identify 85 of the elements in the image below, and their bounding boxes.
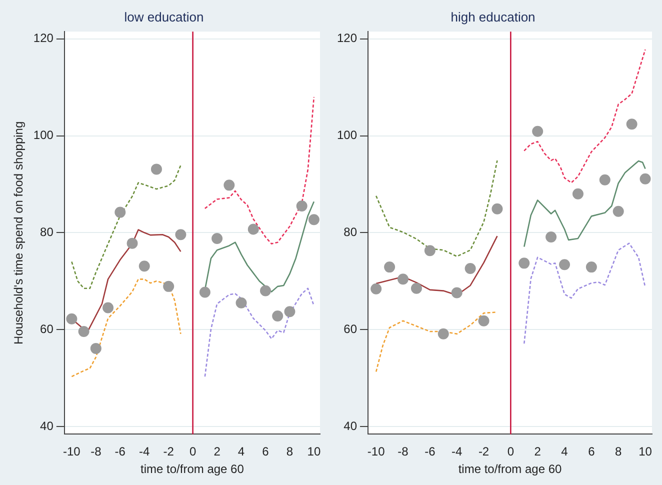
line-series bbox=[71, 278, 182, 378]
point bbox=[612, 206, 624, 217]
point bbox=[626, 118, 638, 130]
point bbox=[438, 328, 449, 340]
point bbox=[212, 232, 223, 244]
point bbox=[175, 229, 186, 240]
x-tick-label: -4 bbox=[452, 444, 463, 459]
point bbox=[102, 302, 114, 314]
x-tick-label: -2 bbox=[163, 444, 174, 459]
x-tick-label: 4 bbox=[238, 444, 245, 459]
point bbox=[90, 342, 102, 354]
point bbox=[384, 262, 396, 273]
x-tick-label: 2 bbox=[214, 444, 221, 459]
point bbox=[559, 259, 570, 270]
point bbox=[260, 285, 271, 296]
point bbox=[518, 258, 530, 269]
line-series bbox=[523, 48, 646, 184]
x-tick-label: -10 bbox=[63, 444, 81, 459]
line-series bbox=[71, 164, 182, 290]
point bbox=[370, 283, 382, 294]
x-tick-label: 8 bbox=[286, 444, 294, 459]
x-tick-label: 10 bbox=[307, 444, 321, 459]
point bbox=[586, 262, 597, 273]
point bbox=[126, 238, 138, 249]
line-series bbox=[375, 311, 498, 372]
point bbox=[464, 263, 476, 274]
x-tick-label: 8 bbox=[615, 444, 622, 459]
point bbox=[572, 188, 584, 200]
point bbox=[284, 306, 296, 318]
point bbox=[236, 297, 247, 308]
point bbox=[640, 173, 651, 184]
x-tick-label: 6 bbox=[588, 444, 596, 459]
point bbox=[163, 280, 174, 292]
x-axis-title: time to/from age 60 bbox=[458, 462, 562, 476]
y-tick-label: 40 bbox=[344, 418, 358, 433]
point bbox=[150, 164, 162, 175]
x-tick-label: 10 bbox=[638, 444, 652, 459]
line-series bbox=[204, 96, 315, 244]
x-tick-label: -4 bbox=[139, 444, 150, 459]
y-tick-label: 120 bbox=[336, 31, 358, 46]
x-tick-label: 4 bbox=[561, 444, 568, 459]
point bbox=[599, 174, 610, 186]
point bbox=[296, 200, 308, 212]
x-axis-title: time to/from age 60 bbox=[140, 462, 244, 476]
point bbox=[78, 326, 90, 337]
x-tick-label: -8 bbox=[90, 444, 102, 459]
y-tick-label: 40 bbox=[40, 418, 54, 433]
point bbox=[199, 286, 210, 298]
point bbox=[492, 203, 503, 214]
x-tick-label: 0 bbox=[189, 444, 196, 459]
point bbox=[546, 232, 557, 243]
chart-title: high education bbox=[450, 9, 536, 24]
point bbox=[248, 224, 259, 235]
point bbox=[138, 260, 150, 272]
point bbox=[66, 313, 78, 324]
point bbox=[424, 245, 436, 256]
y-tick-label: 80 bbox=[40, 224, 54, 239]
point bbox=[398, 274, 409, 285]
point bbox=[410, 282, 422, 294]
point bbox=[532, 126, 544, 137]
x-tick-label: -6 bbox=[424, 444, 436, 459]
x-tick-label: -8 bbox=[398, 444, 409, 459]
x-tick-label: -2 bbox=[478, 444, 490, 459]
y-tick-label: 60 bbox=[344, 322, 358, 336]
x-tick-label: 2 bbox=[534, 444, 542, 459]
line-series bbox=[375, 160, 498, 258]
point bbox=[478, 315, 490, 326]
point bbox=[114, 206, 126, 218]
y-tick-label: 60 bbox=[40, 322, 54, 336]
y-tick-label: 120 bbox=[33, 31, 54, 46]
point bbox=[451, 287, 462, 298]
chart-title: low education bbox=[124, 9, 204, 24]
point bbox=[308, 214, 320, 226]
x-tick-label: -10 bbox=[367, 444, 386, 459]
line-series bbox=[204, 288, 315, 378]
x-tick-label: 6 bbox=[262, 444, 270, 459]
point bbox=[224, 180, 235, 191]
y-tick-label: 100 bbox=[33, 128, 54, 142]
line-series bbox=[523, 242, 646, 344]
y-axis-title: Household's time spend on food shopping bbox=[12, 121, 26, 344]
x-tick-label: -6 bbox=[114, 444, 126, 459]
y-tick-label: 100 bbox=[336, 128, 358, 142]
x-tick-label: 0 bbox=[507, 444, 514, 459]
y-tick-label: 80 bbox=[344, 224, 358, 239]
point bbox=[272, 310, 284, 322]
